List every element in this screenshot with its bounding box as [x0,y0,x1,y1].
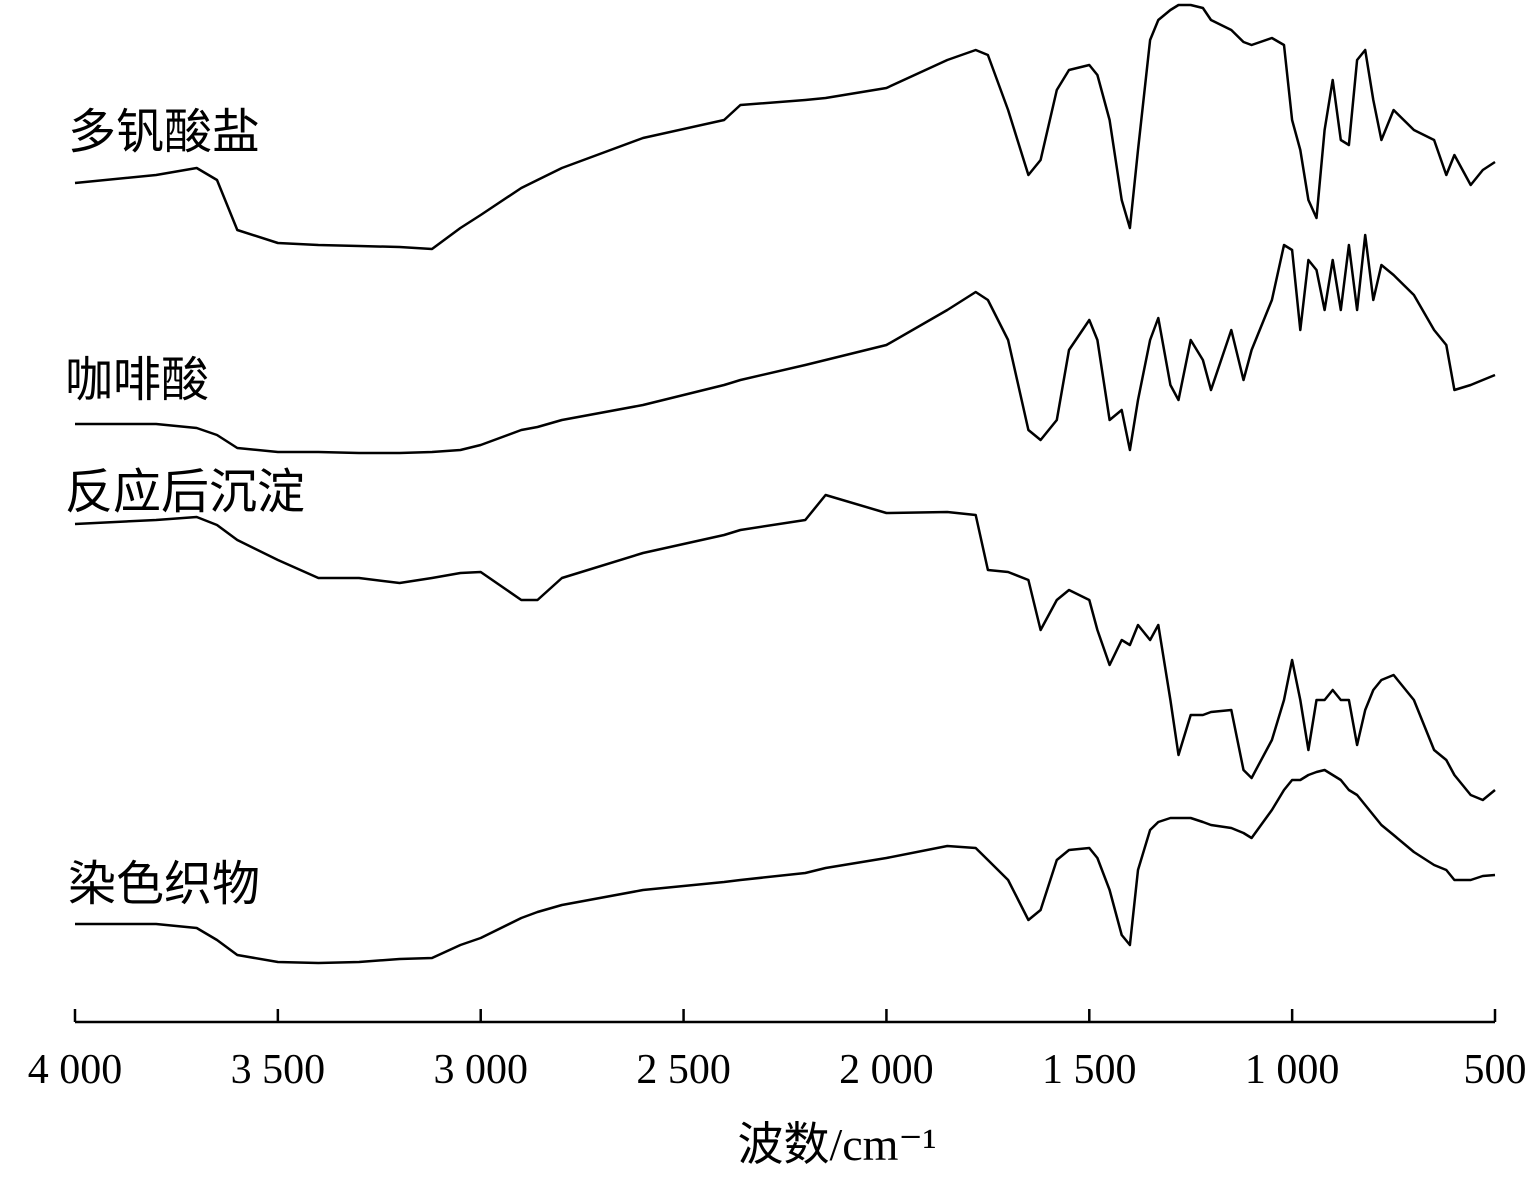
spectrum-line [75,768,1496,965]
series-label: 咖啡酸 [65,354,209,407]
series-label: 染色织物 [68,858,260,911]
x-tick-label: 3 500 [231,1047,326,1093]
x-tick-label: 1 500 [1042,1047,1137,1093]
x-tick-label: 1 000 [1245,1047,1340,1093]
x-tick-label: 2 500 [636,1047,731,1093]
x-tick-label: 4 000 [28,1047,123,1093]
x-tick-label: 3 000 [433,1047,528,1093]
series-label: 多钒酸盐 [68,106,260,159]
x-axis-label: 波数/cm⁻¹ [737,1119,936,1170]
x-tick-label: 500 [1464,1047,1527,1093]
spectrum-line [75,233,1496,455]
series-label: 反应后沉淀 [65,466,305,519]
x-tick-label: 2 000 [839,1047,934,1093]
spectrum-line [74,3,1496,251]
spectrum-line [74,493,1496,802]
